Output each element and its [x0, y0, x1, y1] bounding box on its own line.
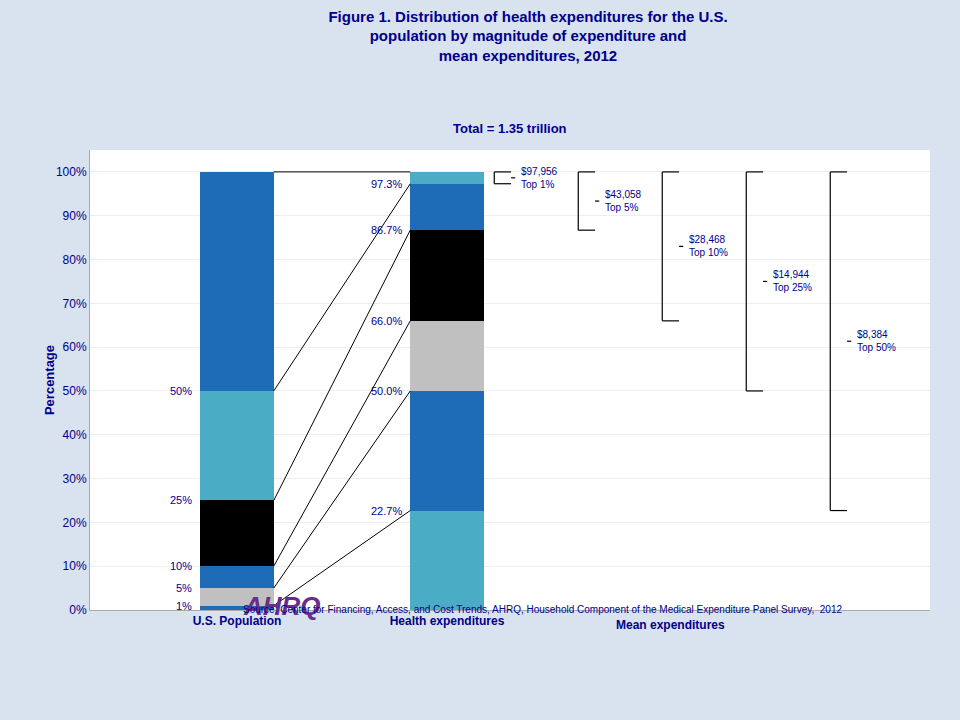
svg-text:Figure 1. Distribution of heal: Figure 1. Distribution of health expendi… [328, 8, 727, 64]
svg-text:Percentage: Percentage [42, 345, 57, 415]
svg-text:$8,384Top 50%: $8,384Top 50% [857, 329, 896, 353]
svg-text:Source: Center for Financing,: Source: Center for Financing, Access, an… [243, 604, 842, 615]
svg-text:10%: 10% [63, 559, 87, 573]
svg-text:22.7%: 22.7% [371, 505, 402, 517]
svg-text:Health expenditures: Health expenditures [390, 614, 505, 628]
svg-text:$14,944Top 25%: $14,944Top 25% [773, 269, 812, 293]
svg-text:50%: 50% [63, 384, 87, 398]
svg-text:AHRQ: AHRQ [243, 591, 321, 621]
svg-text:25%: 25% [170, 494, 192, 506]
svg-text:70%: 70% [63, 297, 87, 311]
svg-text:20%: 20% [63, 516, 87, 530]
svg-text:100%: 100% [56, 165, 87, 179]
svg-text:$97,956Top 1%: $97,956Top 1% [521, 166, 558, 190]
svg-text:30%: 30% [63, 472, 87, 486]
svg-text:Total = 1.35 trillion: Total = 1.35 trillion [453, 121, 567, 136]
svg-text:5%: 5% [176, 582, 192, 594]
svg-text:86.7%: 86.7% [371, 224, 402, 236]
svg-text:50%: 50% [170, 385, 192, 397]
svg-text:66.0%: 66.0% [371, 315, 402, 327]
svg-text:$28,468Top 10%: $28,468Top 10% [689, 234, 728, 258]
svg-text:97.3%: 97.3% [371, 178, 402, 190]
svg-text:80%: 80% [63, 253, 87, 267]
svg-text:90%: 90% [63, 209, 87, 223]
svg-text:40%: 40% [63, 428, 87, 442]
svg-text:60%: 60% [63, 340, 87, 354]
svg-text:0%: 0% [69, 603, 87, 617]
svg-text:10%: 10% [170, 560, 192, 572]
svg-text:$43,058Top 5%: $43,058Top 5% [605, 189, 642, 213]
svg-text:1%: 1% [176, 600, 192, 612]
svg-text:Mean expenditures: Mean expenditures [616, 618, 725, 632]
svg-text:U.S. Population: U.S. Population [193, 614, 282, 628]
svg-text:50.0%: 50.0% [371, 385, 402, 397]
